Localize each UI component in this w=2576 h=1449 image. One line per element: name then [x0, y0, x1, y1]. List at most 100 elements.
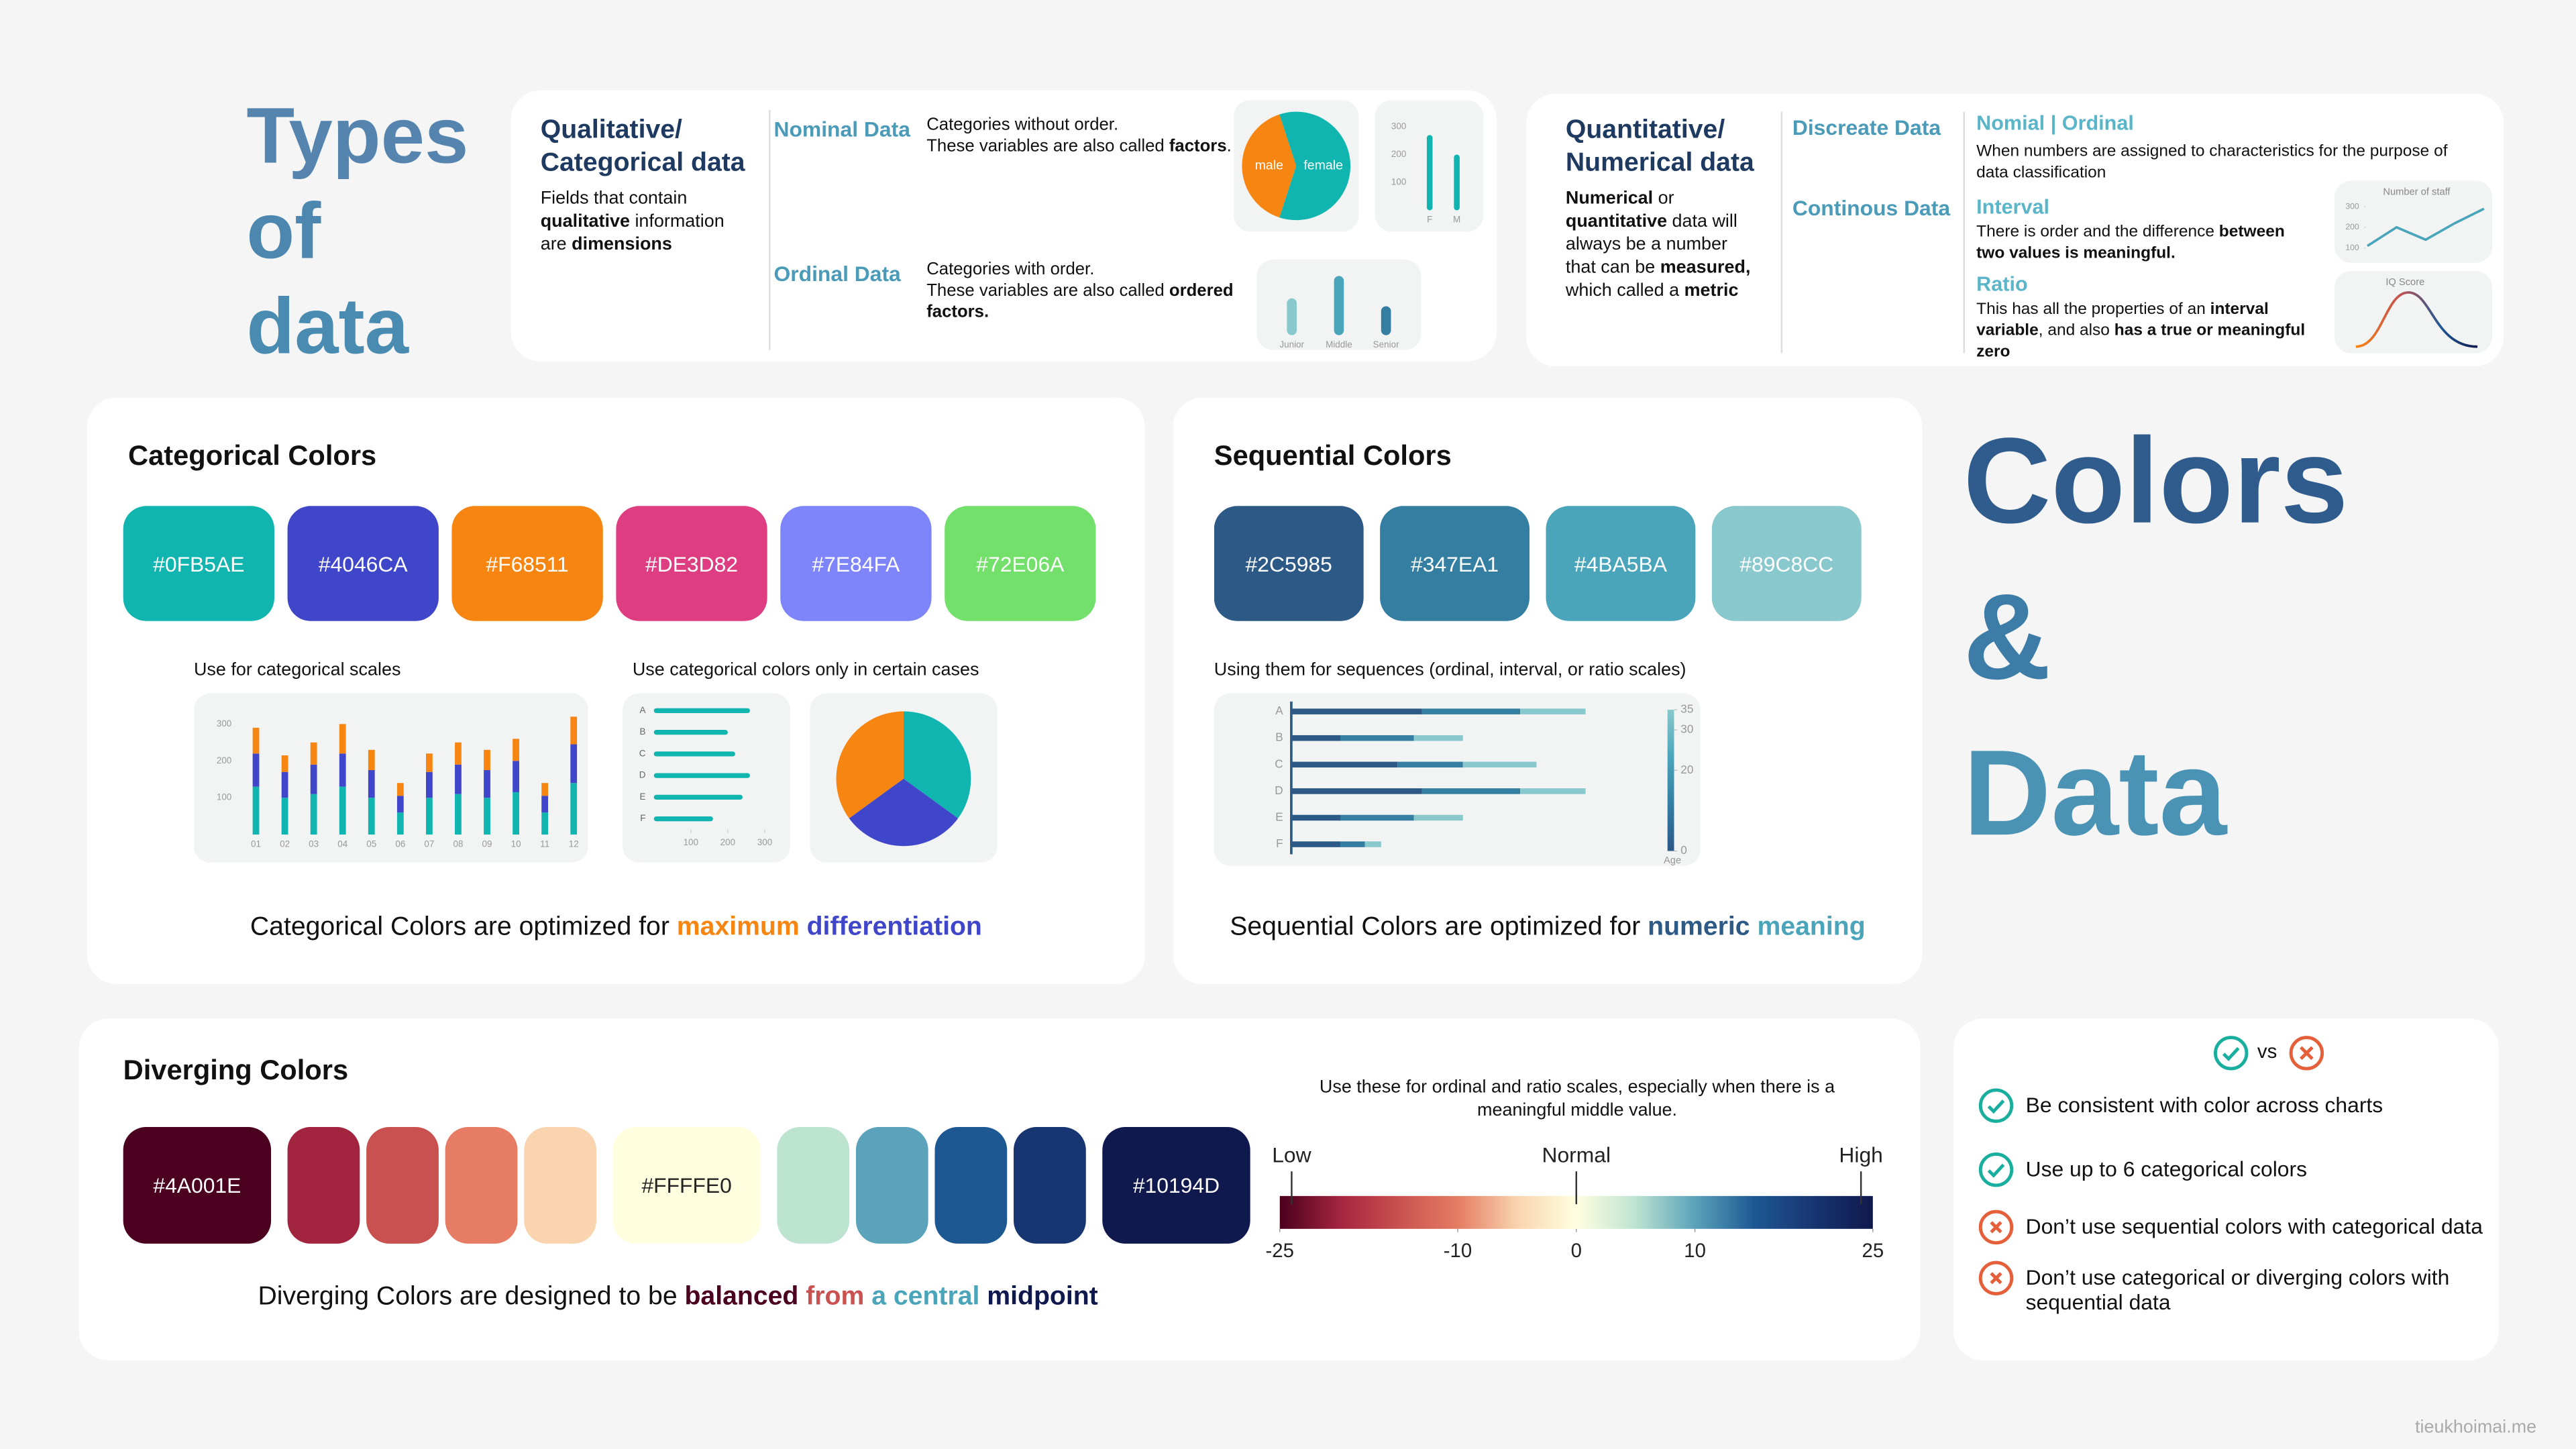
watermark: tieukhoimai.me — [2415, 1417, 2537, 1438]
text-line: There is order and the difference betwee… — [1976, 222, 2285, 244]
x-tick-label: Middle — [1326, 339, 1352, 350]
y-tick-label: B — [639, 727, 645, 737]
y-tick-label: 300 — [1391, 121, 1406, 131]
bar-segment — [252, 727, 260, 754]
x-tick-label: 07 — [424, 839, 434, 849]
y-tick-label: E — [1275, 810, 1283, 824]
bar — [1381, 306, 1391, 335]
pie-chart — [810, 693, 998, 863]
text-run: are — [540, 235, 572, 255]
x-tick-label: 11 — [540, 839, 549, 849]
bar-segment — [1364, 841, 1381, 847]
swatch-label: #89C8CC — [1739, 551, 1834, 576]
y-tick-label: A — [639, 705, 645, 715]
y-tick-label: A — [1275, 704, 1283, 717]
text-line: which called a metric — [1566, 279, 1751, 302]
bar-segment — [1291, 761, 1398, 768]
x-tick-label: 08 — [453, 839, 463, 849]
text-run: quantitative — [1565, 211, 1668, 232]
divider — [1963, 111, 1965, 354]
pie-slice — [1279, 111, 1351, 221]
color-swatch: #DE3D82 — [616, 506, 767, 621]
pie-slice — [836, 711, 904, 818]
text-run: has a true or meaningful — [2114, 322, 2306, 340]
text-run: , and also — [2038, 322, 2114, 340]
types-title: data — [246, 284, 409, 372]
bar-segment — [252, 753, 260, 787]
mini-bar-chart: Junior Middle Senior — [1256, 259, 1421, 350]
cross-icon — [2289, 1036, 2324, 1071]
axis-label: Age — [1664, 855, 1681, 866]
bar — [1454, 154, 1460, 211]
text-line: This has all the properties of an interv… — [1976, 299, 2305, 321]
bar — [1426, 135, 1433, 211]
color-swatch — [445, 1127, 518, 1244]
y-tick-label: 100 — [1391, 176, 1406, 186]
x-tick-label: 05 — [366, 839, 376, 849]
bar — [653, 751, 735, 757]
x-tick-label: Senior — [1373, 339, 1399, 350]
section-description: Numerical or quantitative data will always… — [1566, 187, 1751, 302]
mini-line-chart: Number of staff 100 200 300 — [2334, 180, 2493, 263]
text-run: These variables are also called — [926, 280, 1169, 301]
swatch-label: #4046CA — [318, 551, 408, 576]
bar — [653, 729, 728, 735]
text-run: between — [2218, 223, 2285, 242]
x-tick-label: 10 — [511, 839, 521, 849]
bar-segment — [396, 812, 404, 835]
sequential-panel — [1173, 397, 1923, 984]
scale-description: This has all the properties of an interv… — [1976, 299, 2305, 364]
panel-footer: Sequential Colors are optimized for nume… — [1173, 914, 1923, 943]
mini-distribution: IQ Score — [2334, 271, 2493, 354]
text-run: Diverging Colors are designed to be — [258, 1283, 685, 1311]
bar-segment — [1462, 761, 1537, 768]
bar — [1334, 276, 1344, 335]
bar-segment — [310, 764, 317, 794]
text-run: numeric — [1648, 913, 1750, 942]
chart-caption: Use categorical colors only in certain c… — [632, 660, 979, 680]
x-tick-label: 02 — [280, 839, 290, 849]
section-title: Categorical data — [540, 149, 745, 178]
bar-segment — [1340, 814, 1414, 821]
text-run: maximum — [676, 913, 800, 942]
chart-title: Number of staff — [2383, 186, 2451, 197]
text-run: a central — [864, 1283, 980, 1311]
y-tick-label: 300 — [217, 718, 231, 729]
bar-segment — [541, 812, 549, 835]
bar-segment — [281, 771, 288, 798]
chart-caption: Using them for sequences (ordinal, inter… — [1214, 660, 1686, 680]
x-tick-label: 25 — [1862, 1240, 1884, 1262]
text-line: always be a number — [1566, 233, 1751, 256]
bar-segment — [455, 764, 462, 794]
bar-segment — [1291, 841, 1341, 847]
color-swatch: #0FB5AE — [123, 506, 274, 621]
text-line: factors. — [926, 303, 1233, 324]
y-tick-label: D — [639, 770, 646, 780]
data-type-description: Categories with order. These variables ar… — [926, 260, 1233, 324]
swatch-label: #10194D — [1132, 1173, 1220, 1198]
text-run: Sequential Colors are optimized for — [1230, 913, 1648, 942]
divider — [1780, 111, 1783, 354]
mini-bar-chart: 100 200 300 F M — [1375, 100, 1484, 232]
bar-segment — [1520, 708, 1586, 714]
bar-segment — [368, 798, 375, 835]
check-icon — [1978, 1152, 2014, 1187]
bar — [1287, 298, 1297, 335]
text-run: When numbers are assigned to characteris… — [1976, 143, 2448, 162]
y-tick-label: C — [639, 748, 646, 758]
text-run: metric — [1684, 280, 1739, 301]
cross-icon — [1978, 1260, 2014, 1296]
scale-label: Ratio — [1976, 272, 2028, 296]
scale-description: When numbers are assigned to characteris… — [1976, 142, 2447, 184]
x-tick-label: 0 — [1571, 1240, 1582, 1262]
color-swatch: #F68511 — [451, 506, 603, 621]
text-run: which called a — [1565, 280, 1684, 301]
x-tick-label: 09 — [482, 839, 492, 849]
x-tick-label: -10 — [1444, 1240, 1472, 1262]
text-run: . — [1226, 136, 1232, 156]
swatch-label: #4BA5BA — [1574, 551, 1667, 576]
scale-label: Interval — [1976, 195, 2050, 219]
line — [2366, 207, 2485, 248]
y-tick-label: F — [640, 813, 645, 823]
